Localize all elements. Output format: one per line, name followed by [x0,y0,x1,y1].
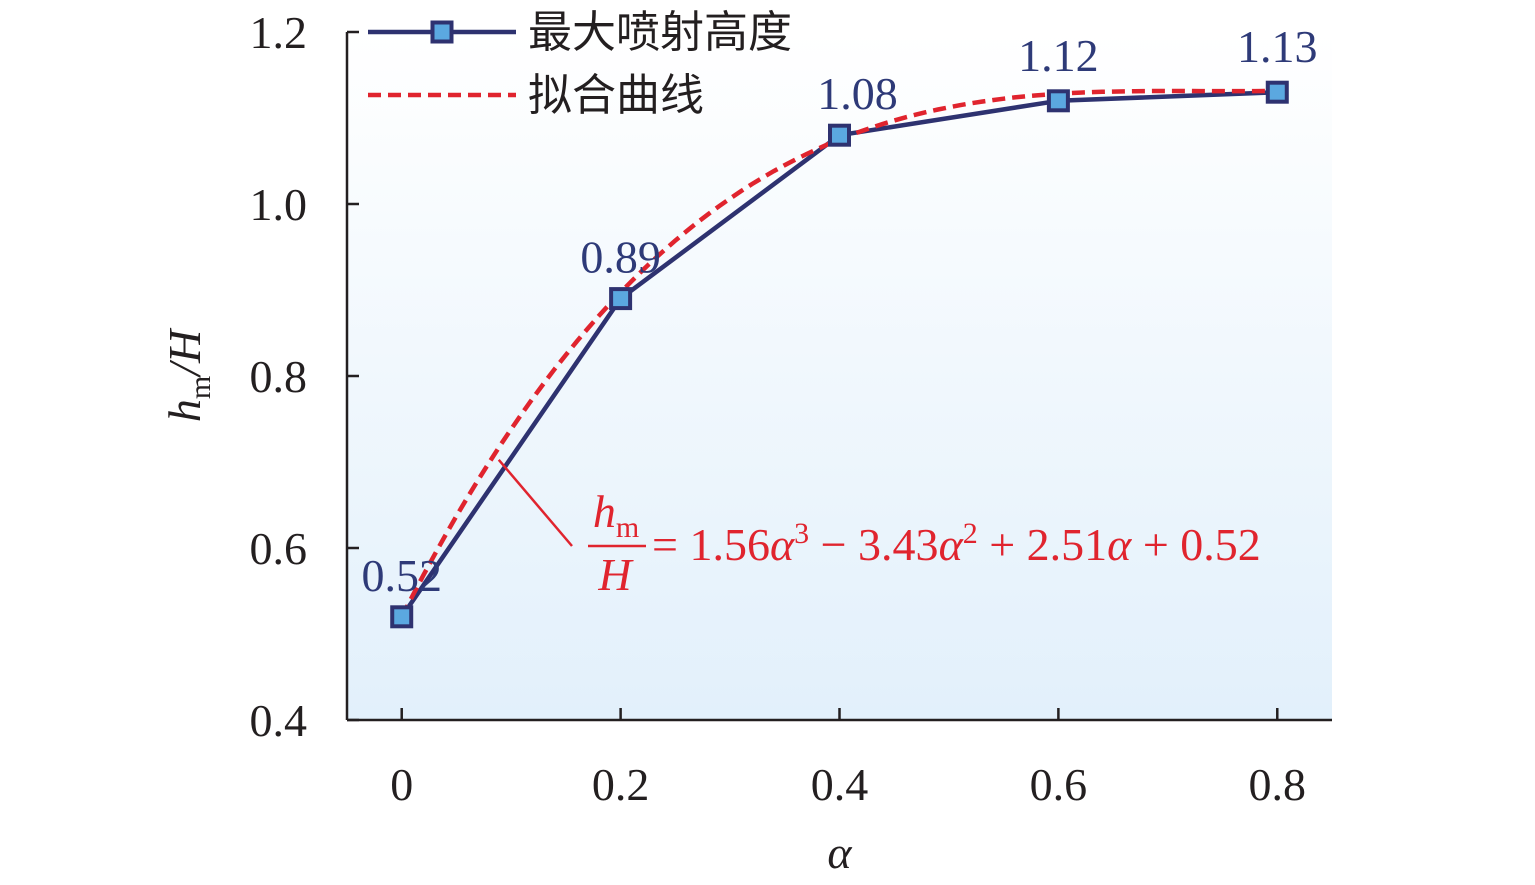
y-tick-label: 0.6 [250,523,308,574]
y-tick-label: 1.2 [250,7,308,58]
labels-layer: 0.52 0.89 1.08 1.12 1.13 [361,21,1317,601]
y-axis-title: hm/H [159,327,217,422]
x-tick-label: 0.6 [1030,759,1088,810]
data-point-marker [1046,89,1070,113]
data-point-marker [828,123,851,147]
data-label: 1.12 [1018,30,1099,81]
fit-equation-numerator: hm [593,486,639,544]
legend-label-fit-curve: 拟合曲线 [528,70,704,121]
fit-equation-denominator: H [597,549,634,600]
x-tick-label: 0.2 [592,759,650,810]
axes: 0.4 0.6 0.8 1.0 1.2 0 0.2 0.4 0.6 0.8 α hm/H [159,7,1332,878]
data-label: 0.52 [361,550,442,601]
x-tick-label: 0 [390,759,413,810]
x-tick-label: 0.4 [811,759,869,810]
series-layer [390,80,1289,629]
data-point-marker [390,605,414,629]
data-label: 0.89 [580,232,661,283]
y-tick-label: 0.8 [250,351,308,402]
fit-equation-rhs: = 1.56α3 − 3.43α2 + 2.51α + 0.52 [652,517,1261,570]
y-tick-label: 0.4 [250,695,308,746]
data-point-marker [1265,80,1289,104]
data-label: 1.08 [817,68,898,119]
legend-label-max-jet-height: 最大喷射高度 [528,7,792,58]
data-label: 1.13 [1237,21,1318,72]
fit-equation-annotation: hmH = 1.56α3 − 3.43α2 + 2.51α + 0.52 [497,458,1261,600]
data-point-marker [609,287,633,311]
legend-marker-max-jet-height [430,20,454,44]
annotation-pointer [497,458,573,547]
x-axis-title: α [827,827,852,878]
x-tick-label: 0.8 [1249,759,1307,810]
y-tick-label: 1.0 [250,179,308,230]
